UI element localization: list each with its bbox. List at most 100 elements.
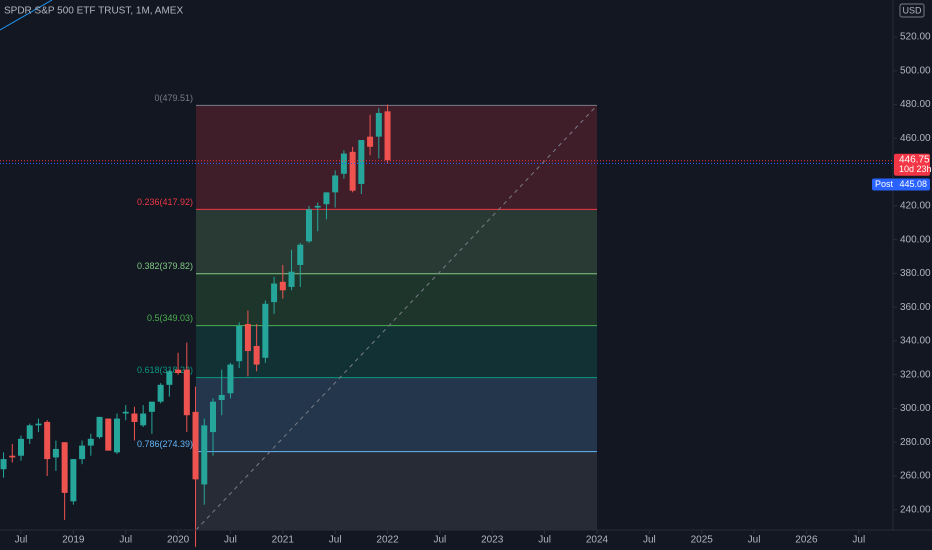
- x-tick-label: Jul: [329, 535, 342, 546]
- y-tick-label: 380.00: [900, 268, 931, 279]
- candle-body: [9, 455, 16, 458]
- candle-body: [271, 283, 278, 303]
- y-tick-label: 320.00: [900, 369, 931, 380]
- candle-body: [61, 442, 68, 493]
- candle-body: [367, 136, 374, 147]
- fib-band: [196, 209, 597, 274]
- x-tick-label: 2025: [691, 535, 714, 546]
- countdown-label: 10d 23h: [899, 164, 932, 174]
- candle-body: [175, 369, 182, 373]
- y-tick-label: 500.00: [900, 65, 931, 76]
- y-tick-label: 280.00: [900, 437, 931, 448]
- candle-body: [279, 281, 286, 291]
- fib-band: [196, 451, 597, 530]
- candle-body: [44, 421, 51, 460]
- trend-line: [0, 0, 53, 31]
- y-tick-label: 460.00: [900, 133, 931, 144]
- candle-body: [35, 423, 42, 426]
- candle-body: [358, 140, 365, 184]
- y-tick-label: 300.00: [900, 403, 931, 414]
- fib-level-label: 0.786(274.39): [137, 439, 193, 449]
- candle-body: [87, 438, 94, 446]
- last-price-tag: [894, 153, 930, 176]
- candle-body: [192, 411, 199, 480]
- candle-body: [131, 413, 138, 422]
- x-tick-label: 2020: [167, 535, 190, 546]
- candle-body: [375, 113, 382, 137]
- candle-body: [332, 175, 339, 193]
- x-tick-label: Jul: [748, 535, 761, 546]
- fib-level-label: 0.5(349.03): [147, 313, 193, 323]
- currency-box: [899, 3, 925, 18]
- candle-body: [209, 401, 216, 433]
- candle-body: [113, 418, 120, 453]
- x-tick-label: 2019: [62, 535, 85, 546]
- candle-body: [0, 459, 7, 470]
- x-tick-label: 2023: [481, 535, 504, 546]
- x-tick-label: 2022: [376, 535, 399, 546]
- candle-body: [96, 416, 103, 438]
- candle-body: [157, 384, 164, 402]
- candle-body: [52, 448, 59, 458]
- x-tick-label: Jul: [643, 535, 656, 546]
- x-tick-label: Jul: [224, 535, 237, 546]
- candle-body: [244, 324, 251, 352]
- x-tick-label: Jul: [433, 535, 446, 546]
- chart-title: SPDR S&P 500 ETF TRUST, 1M, AMEX: [4, 6, 183, 17]
- candle-body: [305, 209, 312, 242]
- candle-body: [201, 425, 208, 485]
- candle-body: [384, 111, 391, 161]
- currency: USD: [902, 5, 922, 15]
- x-tick-label: 2024: [586, 535, 609, 546]
- fib-level-label: 0.382(379.82): [137, 261, 193, 271]
- y-tick-label: 360.00: [900, 302, 931, 313]
- candle-body: [323, 192, 330, 205]
- post-tag-label: Post: [875, 179, 894, 189]
- candle-body: [227, 364, 234, 394]
- candle-body: [70, 459, 77, 502]
- candle-body: [218, 394, 225, 401]
- candle-body: [105, 418, 112, 451]
- candle-body: [26, 425, 33, 439]
- x-tick-label: Jul: [538, 535, 551, 546]
- candle-body: [183, 369, 190, 416]
- x-tick-label: Jul: [852, 535, 865, 546]
- x-tick-label: Jul: [15, 535, 28, 546]
- candle-body: [288, 271, 295, 287]
- candle-body: [166, 371, 173, 385]
- x-tick-label: Jul: [119, 535, 132, 546]
- y-tick-label: 420.00: [900, 201, 931, 212]
- y-tick-label: 520.00: [900, 32, 931, 43]
- x-tick-label: 2026: [795, 535, 818, 546]
- fib-band: [196, 105, 597, 210]
- post-price-label: 445.08: [899, 179, 927, 189]
- fib-level-label: 0(479.51): [154, 93, 193, 103]
- y-tick-label: 340.00: [900, 336, 931, 347]
- fib-trend-line: [195, 105, 598, 531]
- fib-level-label: 0.618(318.23): [137, 365, 193, 375]
- candle-body: [297, 244, 304, 265]
- candle-body: [349, 151, 356, 191]
- candle-body: [79, 445, 86, 460]
- candle-body: [140, 413, 147, 426]
- candle-body: [253, 345, 260, 365]
- candle-body: [340, 153, 347, 174]
- fib-band: [196, 377, 597, 452]
- candle-body: [148, 401, 155, 412]
- candle-body: [122, 411, 129, 414]
- post-price-tag: [872, 178, 930, 191]
- plot-area: 0(479.51) 0.236(417.92) 0.382(379.82) 0.5(3…: [0, 93, 598, 547]
- y-tick-label: 240.00: [900, 504, 931, 515]
- fib-level-label: 0.236(417.92): [137, 197, 193, 207]
- y-tick-label: 400.00: [900, 234, 931, 245]
- candle-body: [314, 205, 321, 208]
- y-tick-label: 480.00: [900, 99, 931, 110]
- y-tick-label: 260.00: [900, 471, 931, 482]
- candle-body: [262, 303, 269, 358]
- candle-body: [236, 325, 243, 362]
- candle-body: [18, 438, 24, 456]
- last-price-label: 446.75: [899, 154, 930, 165]
- x-tick-label: 2021: [272, 535, 295, 546]
